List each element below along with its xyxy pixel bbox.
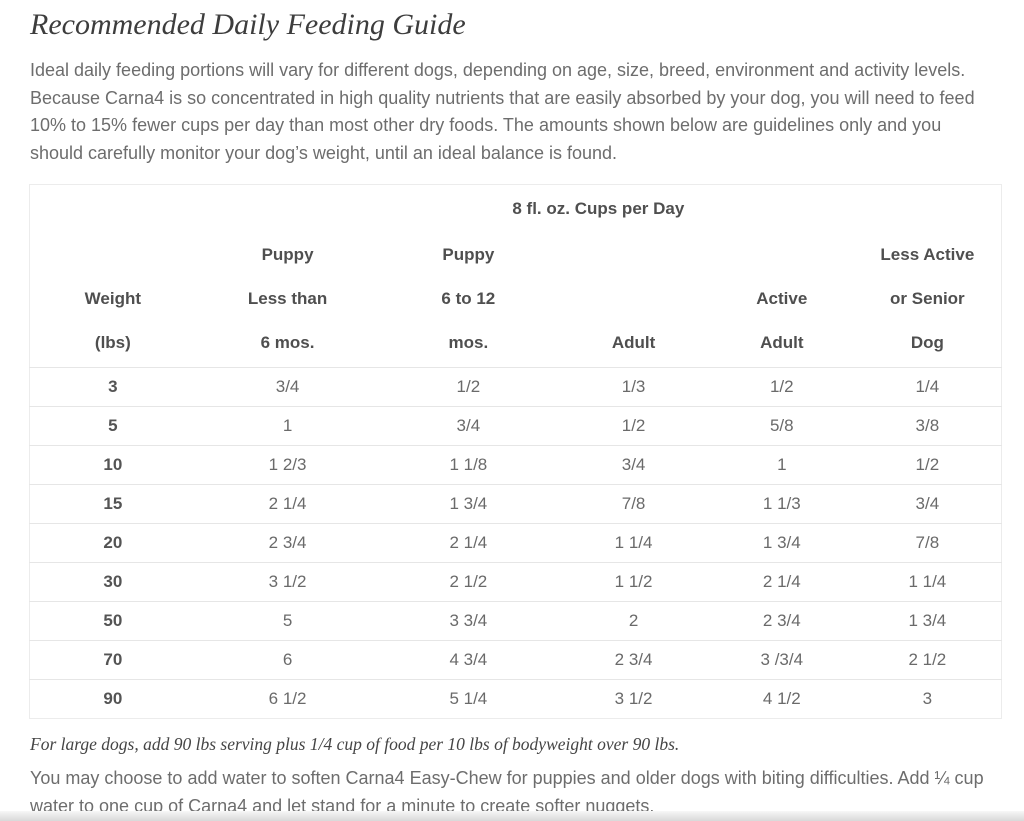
- table-row: 20 2 3/4 2 1/4 1 1/4 1 3/4 7/8: [29, 523, 1002, 563]
- cups-value: 1/3: [557, 367, 710, 407]
- weight-value: 90: [29, 679, 196, 719]
- cups-value: 7/8: [853, 523, 1002, 563]
- table-row: 3 3/4 1/2 1/3 1/2 1/4: [29, 367, 1002, 407]
- column-header-line: or Senior: [890, 289, 965, 308]
- column-header-line: 6 mos.: [260, 333, 315, 352]
- cups-value: 7/8: [557, 484, 710, 524]
- page-title: Recommended Daily Feeding Guide: [30, 8, 466, 41]
- cups-value: 1/2: [709, 367, 854, 407]
- weight-value: 5: [29, 406, 196, 446]
- cups-value: 5/8: [709, 406, 854, 446]
- water-softening-paragraph: You may choose to add water to soften Ca…: [30, 768, 984, 816]
- cups-value: 4 3/4: [379, 640, 558, 680]
- cups-value: 3/4: [853, 484, 1002, 524]
- cups-value: 6: [195, 640, 380, 680]
- column-header-line: Active: [756, 289, 808, 308]
- cups-value: 1/2: [379, 367, 558, 407]
- cups-value: 3 3/4: [379, 601, 558, 641]
- cups-value: 3/4: [379, 406, 558, 446]
- column-header-line: Puppy: [442, 245, 495, 264]
- cups-value: 1/2: [853, 445, 1002, 485]
- table-row: 30 3 1/2 2 1/2 1 1/2 2 1/4 1 1/4: [29, 562, 1002, 602]
- table-row: 50 5 3 3/4 2 2 3/4 1 3/4: [29, 601, 1002, 641]
- column-header-line: Less than: [247, 289, 328, 308]
- cups-value: 2 3/4: [557, 640, 710, 680]
- column-header-puppy-6-to-12mos: Puppy 6 to 12 mos.: [379, 228, 557, 368]
- weight-value: 20: [29, 523, 196, 563]
- table-row: 15 2 1/4 1 3/4 7/8 1 1/3 3/4: [29, 484, 1002, 524]
- column-header-line: 6 to 12: [441, 289, 496, 308]
- cups-value: 5: [195, 601, 380, 641]
- cups-value: 3 1/2: [195, 562, 380, 602]
- weight-value: 50: [29, 601, 196, 641]
- table-row: 70 6 4 3/4 2 3/4 3 /3/4 2 1/2: [29, 640, 1002, 680]
- column-header-line: Less Active: [880, 245, 975, 264]
- cups-value: 3 1/2: [557, 679, 710, 719]
- cups-value: 3/4: [557, 445, 710, 485]
- table-row: 90 6 1/2 5 1/4 3 1/2 4 1/2 3: [29, 679, 1002, 719]
- cups-value: 2 1/2: [853, 640, 1002, 680]
- large-dogs-footnote: For large dogs, add 90 lbs serving plus …: [30, 734, 680, 754]
- column-header-line: Adult: [611, 333, 656, 352]
- weight-value: 15: [29, 484, 196, 524]
- cups-value: 3: [853, 679, 1002, 719]
- cups-value: 1 1/8: [379, 445, 558, 485]
- cups-value: 1 3/4: [379, 484, 558, 524]
- weight-value: 10: [29, 445, 196, 485]
- column-header-active-adult: Active Adult: [710, 228, 854, 368]
- cups-value: 3/4: [195, 367, 380, 407]
- cups-value: 1 1/3: [709, 484, 854, 524]
- cups-value: 1 1/2: [557, 562, 710, 602]
- column-header-line: Adult: [760, 333, 804, 352]
- column-header-puppy-under-6mos: Puppy Less than 6 mos.: [196, 228, 380, 368]
- weight-value: 30: [29, 562, 196, 602]
- cups-value: 5 1/4: [379, 679, 558, 719]
- cups-value: 1: [195, 406, 380, 446]
- table-body: 3 3/4 1/2 1/3 1/2 1/4 5 1 3/4 1/2 5/8 3/8 10 1 2/3 1 1…: [29, 367, 1002, 719]
- column-header-less-active-senior: Less Active or Senior Dog: [854, 228, 1002, 368]
- cups-value: 2 1/4: [379, 523, 558, 563]
- weight-value: 70: [29, 640, 196, 680]
- column-header-line: Weight: [84, 289, 142, 308]
- weight-value: 3: [29, 367, 196, 407]
- cups-value: 1 2/3: [195, 445, 380, 485]
- column-header-line: Puppy: [261, 245, 314, 264]
- table-row: 5 1 3/4 1/2 5/8 3/8: [29, 406, 1002, 446]
- column-header-line: Dog: [910, 333, 944, 352]
- cups-value: 1 1/4: [557, 523, 710, 563]
- cups-value: 2 3/4: [195, 523, 380, 563]
- cups-value: 3/8: [853, 406, 1002, 446]
- feeding-guide-table: 8 fl. oz. Cups per Day Weight (lbs) Puppy L…: [29, 184, 1002, 719]
- column-header-row: Weight (lbs) Puppy Less than 6 mos. Puppy 6 to…: [30, 228, 1002, 368]
- cups-value: 2 1/2: [379, 562, 558, 602]
- cups-value: 1/4: [853, 367, 1002, 407]
- column-header-weight-lbs: Weight (lbs): [30, 228, 196, 368]
- cups-value: 2: [557, 601, 710, 641]
- next-section-edge: [0, 811, 1024, 821]
- table-caption: 8 fl. oz. Cups per Day: [512, 199, 685, 218]
- cups-value: 2 1/4: [195, 484, 380, 524]
- cups-value: 6 1/2: [195, 679, 380, 719]
- caption-spacer: [30, 185, 196, 229]
- column-header-line: mos.: [448, 333, 489, 352]
- column-header-adult: Adult: [557, 228, 710, 368]
- cups-value: 3 /3/4: [709, 640, 854, 680]
- cups-value: 2 1/4: [709, 562, 854, 602]
- cups-value: 4 1/2: [709, 679, 854, 719]
- table-row: 10 1 2/3 1 1/8 3/4 1 1/2: [29, 445, 1002, 485]
- cups-value: 1/2: [557, 406, 710, 446]
- cups-value: 1 3/4: [709, 523, 854, 563]
- table-caption-row: 8 fl. oz. Cups per Day: [30, 185, 1002, 229]
- cups-value: 1 1/4: [853, 562, 1002, 602]
- intro-paragraph: Ideal daily feeding portions will vary f…: [30, 60, 975, 163]
- column-header-line: (lbs): [94, 333, 131, 352]
- cups-value: 2 3/4: [709, 601, 854, 641]
- cups-value: 1: [709, 445, 854, 485]
- cups-value: 1 3/4: [853, 601, 1002, 641]
